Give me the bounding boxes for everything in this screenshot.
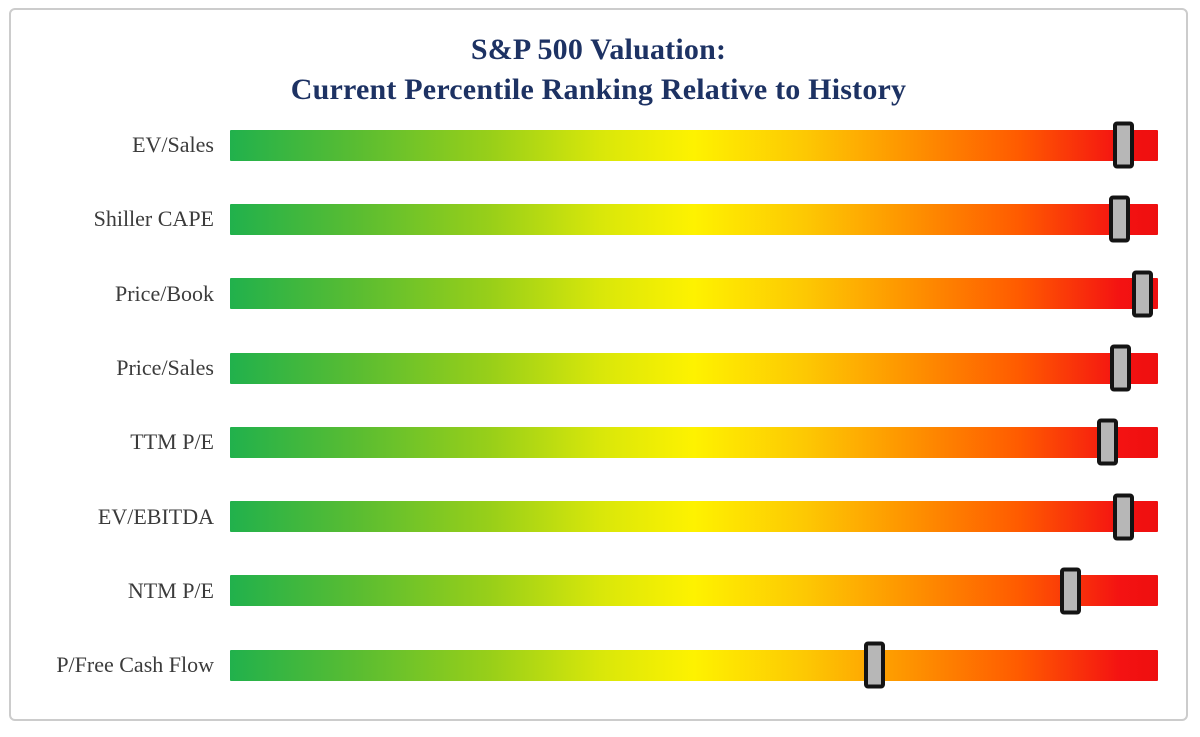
metric-label: Price/Sales — [116, 355, 214, 381]
metric-label: P/Free Cash Flow — [56, 652, 214, 678]
percentile-gradient-track — [230, 344, 1158, 392]
metric-row: TTM P/E — [11, 405, 1186, 479]
metric-row: NTM P/E — [11, 554, 1186, 628]
metric-row: EV/Sales — [11, 108, 1186, 182]
percentile-gradient-track — [230, 270, 1158, 318]
metric-label: Price/Book — [115, 280, 214, 306]
metric-label: EV/Sales — [132, 132, 214, 158]
percentile-marker — [864, 641, 886, 689]
percentile-marker — [1060, 567, 1082, 615]
metric-label: NTM P/E — [127, 577, 214, 603]
percentile-marker — [1131, 270, 1153, 318]
percentile-gradient-track — [230, 121, 1158, 169]
percentile-marker — [1113, 493, 1135, 541]
percentile-gradient-track — [230, 493, 1158, 541]
metric-row: EV/EBITDA — [11, 479, 1186, 553]
bars-area: EV/Sales Shiller CAPE Price/Book Price/S… — [11, 108, 1186, 702]
metric-label: EV/EBITDA — [97, 503, 214, 529]
metric-row: Shiller CAPE — [11, 182, 1186, 256]
metric-row: Price/Book — [11, 257, 1186, 331]
percentile-marker — [1110, 344, 1132, 392]
chart-title: S&P 500 Valuation: Current Percentile Ra… — [11, 30, 1186, 110]
percentile-marker — [1108, 195, 1130, 243]
percentile-marker — [1097, 418, 1119, 466]
chart-title-line1: S&P 500 Valuation: — [470, 33, 727, 66]
percentile-gradient-track — [230, 195, 1158, 243]
chart-frame: S&P 500 Valuation: Current Percentile Ra… — [9, 8, 1188, 721]
percentile-gradient-track — [230, 418, 1158, 466]
percentile-gradient-track — [230, 567, 1158, 615]
metric-row: Price/Sales — [11, 331, 1186, 405]
metric-label: TTM P/E — [130, 429, 214, 455]
metric-row: P/Free Cash Flow — [11, 628, 1186, 702]
percentile-gradient-track — [230, 641, 1158, 689]
percentile-marker — [1113, 121, 1135, 169]
chart-title-line2: Current Percentile Ranking Relative to H… — [290, 72, 907, 106]
metric-label: Shiller CAPE — [93, 206, 214, 232]
